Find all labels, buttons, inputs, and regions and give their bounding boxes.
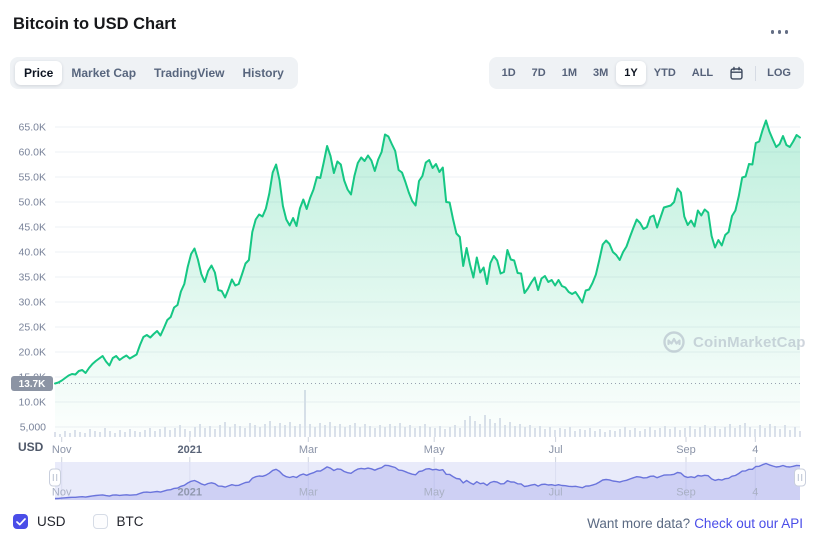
usd-toggle[interactable]: USD	[13, 514, 66, 529]
navigator-area-fill	[55, 463, 800, 500]
price-area-fill	[55, 120, 800, 437]
calendar-icon[interactable]	[721, 61, 752, 85]
y-axis-tick-label: 30.0K	[19, 297, 46, 309]
x-axis-tick-label: Sep	[676, 444, 696, 455]
x-axis-tick-label: 2021	[178, 444, 202, 455]
y-axis-tick-label: 10.0K	[19, 397, 46, 409]
range-button-7d[interactable]: 7D	[524, 61, 554, 85]
y-axis-tick-label: 50.0K	[19, 197, 46, 209]
log-scale-button[interactable]: LOG	[759, 61, 799, 85]
range-button-1d[interactable]: 1D	[494, 61, 524, 85]
tab-tradingview[interactable]: TradingView	[145, 61, 233, 85]
range-button-3m[interactable]: 3M	[585, 61, 616, 85]
tab-market-cap[interactable]: Market Cap	[62, 61, 145, 85]
navigator-left-handle[interactable]	[49, 468, 61, 487]
range-button-1m[interactable]: 1M	[554, 61, 585, 85]
y-axis-tick-label: 45.0K	[19, 222, 46, 234]
api-footer: Want more data? Check out our API	[587, 516, 803, 531]
current-price-badge	[11, 376, 53, 391]
range-button-ytd[interactable]: YTD	[646, 61, 684, 85]
navigator-line	[54, 462, 801, 500]
navigator-tick-label: Nov	[52, 487, 72, 499]
ellipsis-icon	[784, 30, 788, 34]
ellipsis-icon	[777, 30, 781, 34]
navigator-tick-label: Sep	[676, 487, 696, 499]
price-chart[interactable]: 65.0K 60.0K 55.0K 50.0K 45.0K 40.0K 35.0K 30.0K…	[0, 105, 816, 455]
navigator-tick-label: 2021	[178, 487, 202, 499]
api-link[interactable]: Check out our API	[694, 516, 803, 531]
currency-toggles: USD BTC	[13, 514, 144, 529]
navigator-tick-label: Mar	[299, 487, 318, 499]
time-range-selector: 1D 7D 1M 3M 1Y YTD ALL LOG	[488, 57, 804, 89]
tab-history[interactable]: History	[234, 61, 293, 85]
price-line	[54, 119, 801, 385]
y-axis-tick-label: 65.0K	[19, 122, 46, 134]
toggle-label: BTC	[116, 514, 144, 529]
chart-navigator[interactable]: Nov 2021 Mar May Jul Sep 4	[0, 455, 816, 507]
y-axis-tick-label: 40.0K	[19, 247, 46, 259]
chart-type-tabs: Price Market Cap TradingView History	[10, 57, 298, 89]
x-axis-tick-label: Jul	[549, 444, 563, 455]
api-prompt-text: Want more data?	[587, 516, 691, 531]
tab-price[interactable]: Price	[15, 61, 63, 85]
btc-toggle[interactable]: BTC	[92, 514, 144, 529]
unchecked-checkbox-icon[interactable]	[92, 514, 108, 529]
ellipsis-icon	[770, 30, 774, 34]
navigator-tick-label: Jul	[549, 487, 563, 499]
checked-checkbox-icon[interactable]	[13, 514, 28, 529]
y-axis-tick-label: 55.0K	[19, 172, 46, 184]
more-options-button[interactable]	[767, 26, 793, 38]
y-axis-tick-label: 20.0K	[19, 347, 46, 359]
current-price-badge-label: 13.7K	[19, 379, 46, 390]
x-axis-tick-label: Mar	[299, 444, 318, 455]
x-axis-tick-label: Nov	[52, 444, 72, 455]
range-button-1y[interactable]: 1Y	[616, 61, 646, 85]
toolbar-divider	[755, 65, 757, 81]
range-button-all[interactable]: ALL	[684, 61, 721, 85]
navigator-right-handle[interactable]	[794, 468, 806, 487]
navigator-tick-label: 4	[752, 487, 758, 499]
y-axis-tick-label: 25.0K	[19, 322, 46, 334]
y-axis-tick-label: 35.0K	[19, 272, 46, 284]
y-axis-unit-label: USD	[18, 440, 44, 454]
page-title: Bitcoin to USD Chart	[13, 15, 177, 33]
toggle-label: USD	[37, 514, 66, 529]
x-axis-tick-label: May	[424, 444, 445, 455]
y-axis-tick-label: 60.0K	[19, 147, 46, 159]
navigator-tick-label: May	[424, 487, 445, 499]
y-axis-tick-label: 5,000	[20, 422, 46, 434]
x-axis-tick-label: 4	[752, 444, 758, 455]
